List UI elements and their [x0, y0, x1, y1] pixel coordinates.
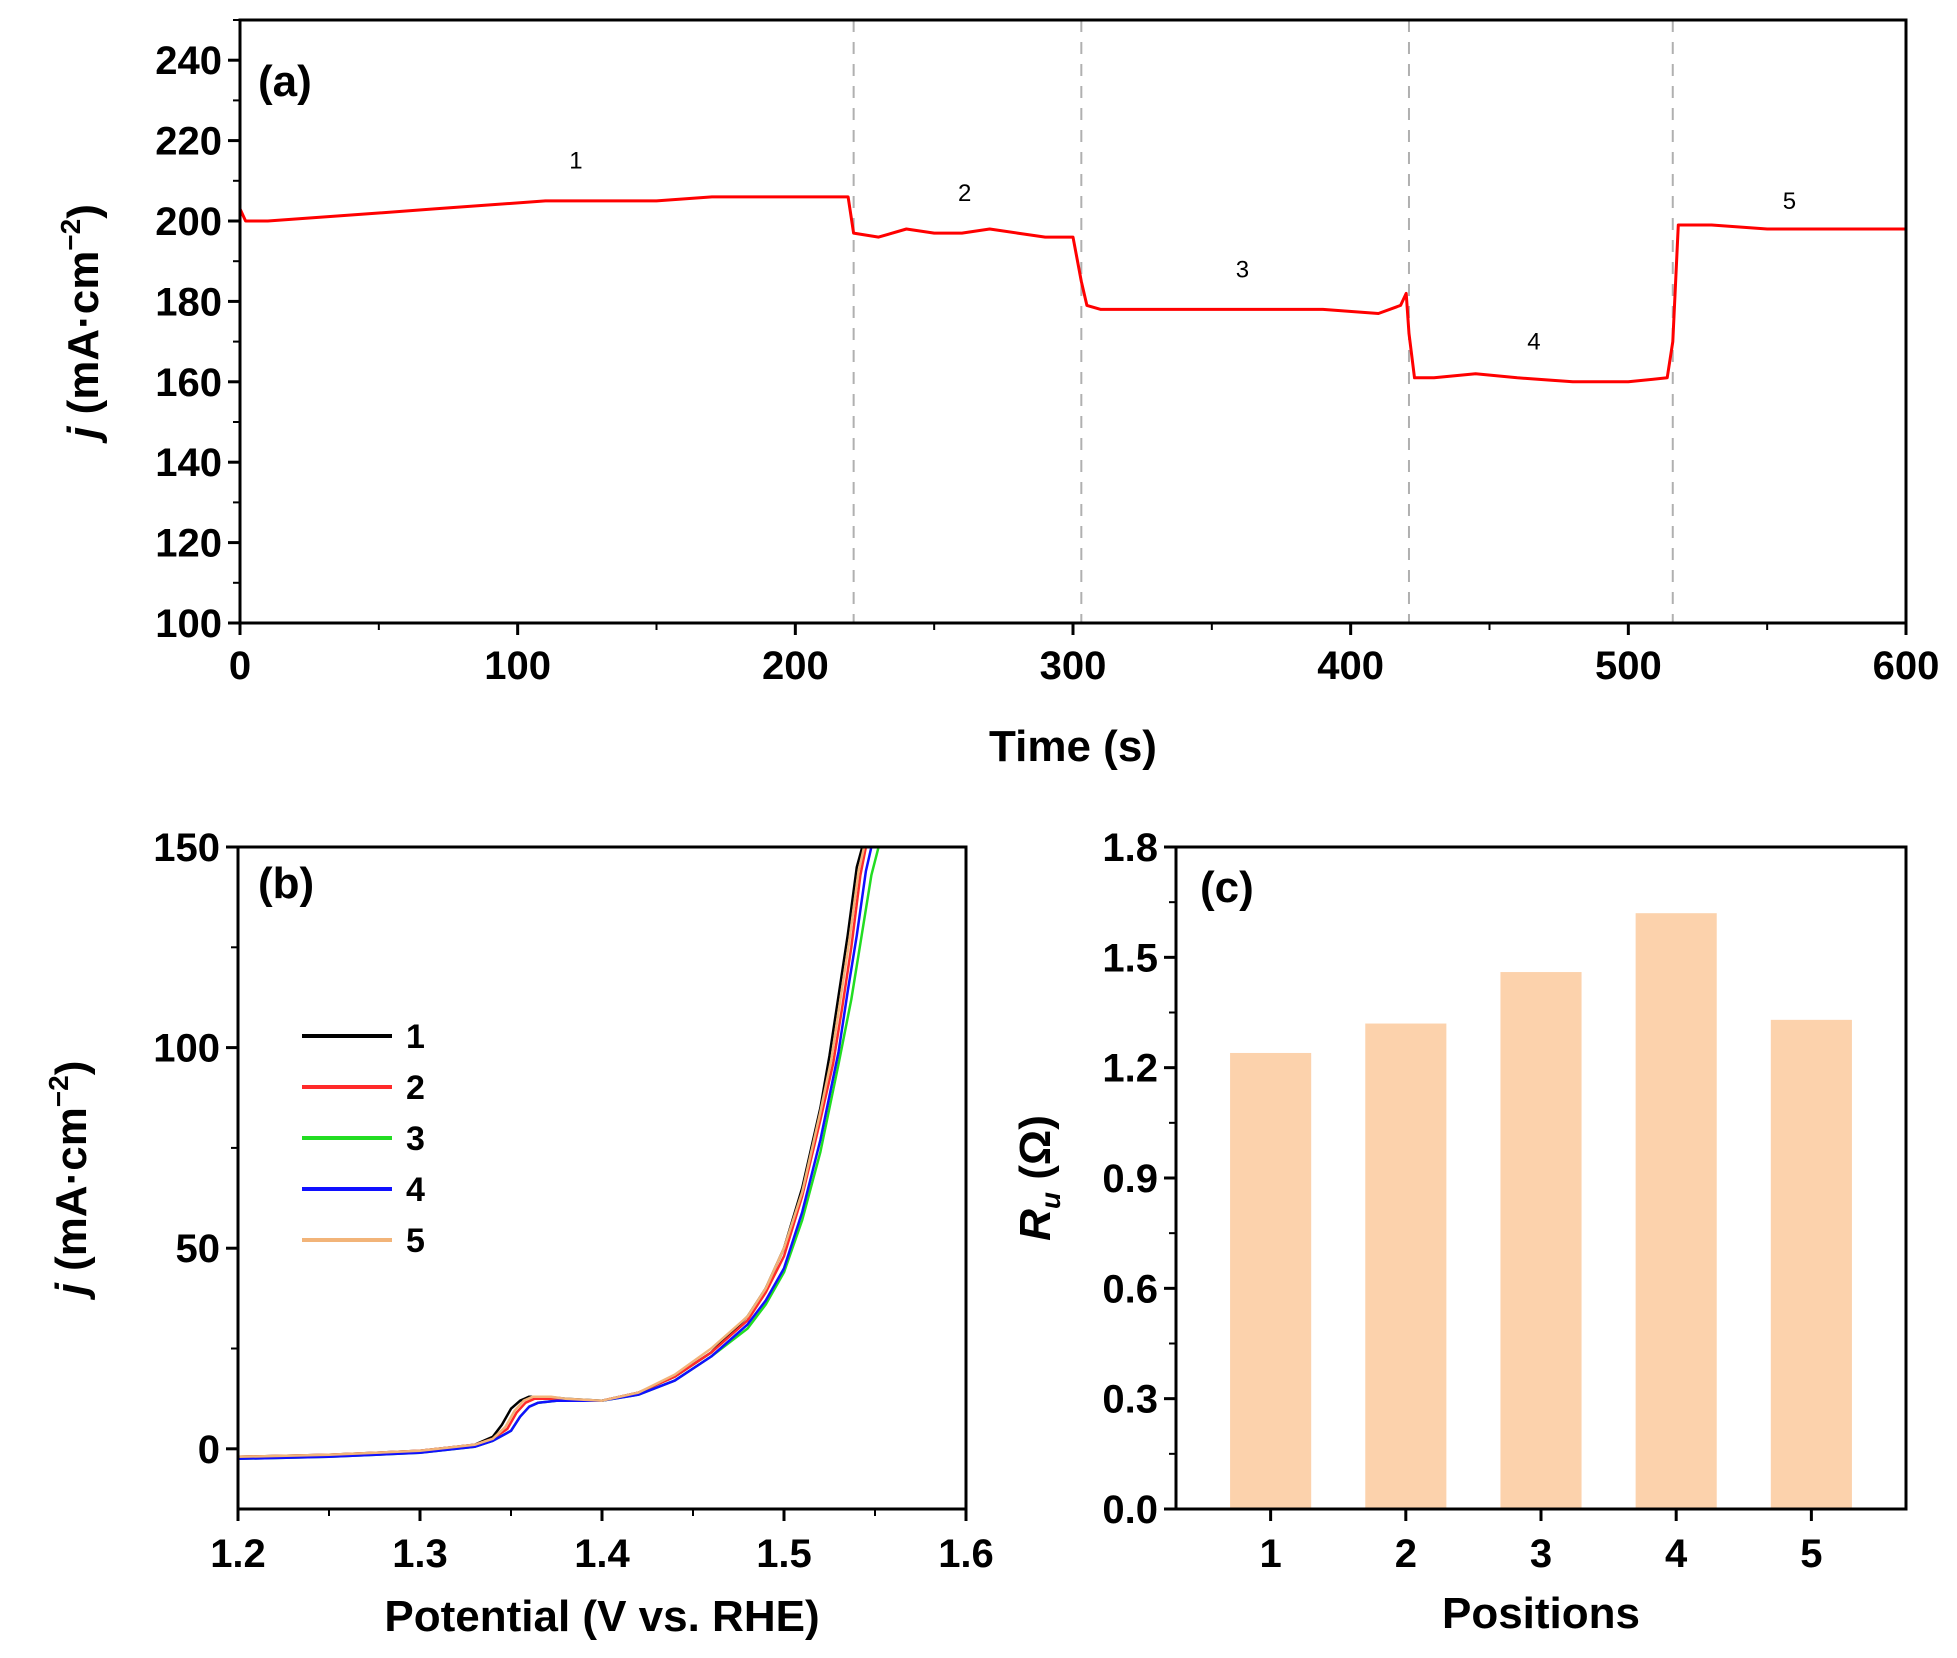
- a-y-tick-label-140: 140: [155, 441, 222, 485]
- a-x-tick-label-300: 300: [1040, 644, 1107, 688]
- b-series-line-2: [238, 847, 868, 1459]
- b-y-tick-label-150: 150: [153, 826, 220, 870]
- b-legend-label-2: 2: [406, 1069, 425, 1107]
- c-bar-1: [1230, 1052, 1312, 1509]
- b-y-axis-close: ): [47, 1061, 96, 1076]
- b-x-tick-label-1.4: 1.4: [574, 1532, 630, 1576]
- b-x-tick-label-1.2: 1.2: [210, 1532, 266, 1576]
- c-bar-4: [1635, 913, 1717, 1509]
- c-bar-3: [1500, 972, 1582, 1509]
- a-y-tick-label-200: 200: [155, 200, 222, 244]
- c-x-tick-label-2: 2: [1395, 1532, 1417, 1576]
- b-x-tick-label-1.5: 1.5: [756, 1532, 812, 1576]
- a-y-axis-title: j (mA·cm−2): [55, 204, 108, 444]
- b-y-axis-title: j (mA·cm−2): [43, 1061, 96, 1301]
- c-y-tick-label-1.2: 1.2: [1102, 1047, 1158, 1091]
- a-y-axis-exponent: −2: [55, 219, 86, 251]
- c-y-axis-title: Ru (Ω): [1011, 1115, 1066, 1241]
- a-x-tick-label-400: 400: [1317, 644, 1384, 688]
- b-legend-label-5: 5: [406, 1222, 425, 1260]
- b-series-line-4: [238, 847, 873, 1461]
- b-x-tick-label-1.3: 1.3: [392, 1532, 448, 1576]
- a-y-tick-label-240: 240: [155, 39, 222, 83]
- c-y-tick-label-1.8: 1.8: [1102, 826, 1158, 870]
- c-y-axis-subscript: u: [1035, 1192, 1066, 1209]
- b-series-line-5: [238, 847, 866, 1459]
- a-panel-label: (a): [258, 57, 312, 106]
- a-segment-label-4: 4: [1527, 329, 1540, 356]
- a-x-tick-label-0: 0: [229, 644, 251, 688]
- c-y-tick-label-0.6: 0.6: [1102, 1267, 1158, 1311]
- a-plot-frame: [238, 18, 1908, 625]
- b-plot-frame: [236, 845, 968, 1511]
- c-x-tick-label-1: 1: [1260, 1532, 1282, 1576]
- a-y-tick-label-220: 220: [155, 120, 222, 164]
- a-y-tick-label-100: 100: [155, 602, 222, 646]
- panel-b-potential-chart: 1.2 1.3 1.4 1.5 1.6 0 50 100 150 1 2 3 4 5 (b) Potentia…: [43, 826, 994, 1641]
- c-panel-label: (c): [1200, 863, 1254, 912]
- c-bar-5: [1770, 1019, 1852, 1509]
- c-x-tick-label-3: 3: [1530, 1532, 1552, 1576]
- panel-c-bar-chart: 0.0 0.3 0.6 0.9 1.2 1.5 1.8 1 2 3 4 5 (c) Positions Ru…: [1011, 826, 1908, 1638]
- b-y-axis-exponent: −2: [43, 1075, 74, 1107]
- a-segment-label-5: 5: [1783, 188, 1796, 215]
- b-y-tick-label-100: 100: [153, 1027, 220, 1071]
- a-x-tick-label-100: 100: [484, 644, 551, 688]
- a-x-tick-label-600: 600: [1873, 644, 1940, 688]
- c-y-axis-unit: (Ω): [1011, 1115, 1060, 1192]
- a-segment-label-1: 1: [569, 148, 582, 175]
- b-y-tick-label-0: 0: [198, 1428, 220, 1472]
- c-y-tick-label-0.9: 0.9: [1102, 1157, 1158, 1201]
- b-y-axis-variable: j: [47, 1282, 96, 1300]
- b-x-tick-label-1.6: 1.6: [938, 1532, 994, 1576]
- b-legend-label-4: 4: [406, 1171, 425, 1209]
- a-y-tick-label-180: 180: [155, 280, 222, 324]
- c-y-axis-variable: R: [1011, 1209, 1060, 1241]
- a-y-tick-label-160: 160: [155, 361, 222, 405]
- b-panel-label: (b): [258, 859, 314, 908]
- a-segment-label-2: 2: [958, 180, 971, 207]
- a-y-axis-variable: j: [59, 426, 108, 444]
- a-x-tick-label-500: 500: [1595, 644, 1662, 688]
- c-y-tick-label-1.5: 1.5: [1102, 936, 1158, 980]
- a-segment-label-3: 3: [1236, 256, 1249, 283]
- c-x-tick-label-5: 5: [1800, 1532, 1822, 1576]
- a-y-tick-label-120: 120: [155, 522, 222, 566]
- b-series-line-3: [238, 847, 880, 1461]
- b-y-axis-unit: (mA·cm: [47, 1107, 96, 1283]
- b-y-tick-label-50: 50: [176, 1227, 221, 1271]
- c-y-tick-label-0.3: 0.3: [1102, 1378, 1158, 1422]
- b-legend-label-1: 1: [406, 1018, 425, 1056]
- b-x-axis-title: Potential (V vs. RHE): [384, 1592, 819, 1641]
- a-current-trace: [238, 195, 1906, 384]
- c-y-tick-label-0.0: 0.0: [1102, 1488, 1158, 1532]
- a-x-tick-label-200: 200: [762, 644, 829, 688]
- a-x-axis-title: Time (s): [989, 722, 1157, 771]
- a-y-axis-unit: (mA·cm: [59, 251, 108, 427]
- panel-a-time-chart: 0 100 200 300 400 500 600100120140160180200220…: [55, 18, 1940, 771]
- b-legend-label-3: 3: [406, 1120, 425, 1158]
- a-y-axis-close: ): [59, 204, 108, 219]
- c-plot-frame: [1174, 845, 1908, 1511]
- b-series-line-1: [238, 847, 864, 1459]
- c-x-tick-label-4: 4: [1665, 1532, 1688, 1576]
- c-x-axis-title: Positions: [1442, 1589, 1640, 1638]
- b-curves: [238, 847, 880, 1461]
- c-bar-2: [1365, 1023, 1447, 1509]
